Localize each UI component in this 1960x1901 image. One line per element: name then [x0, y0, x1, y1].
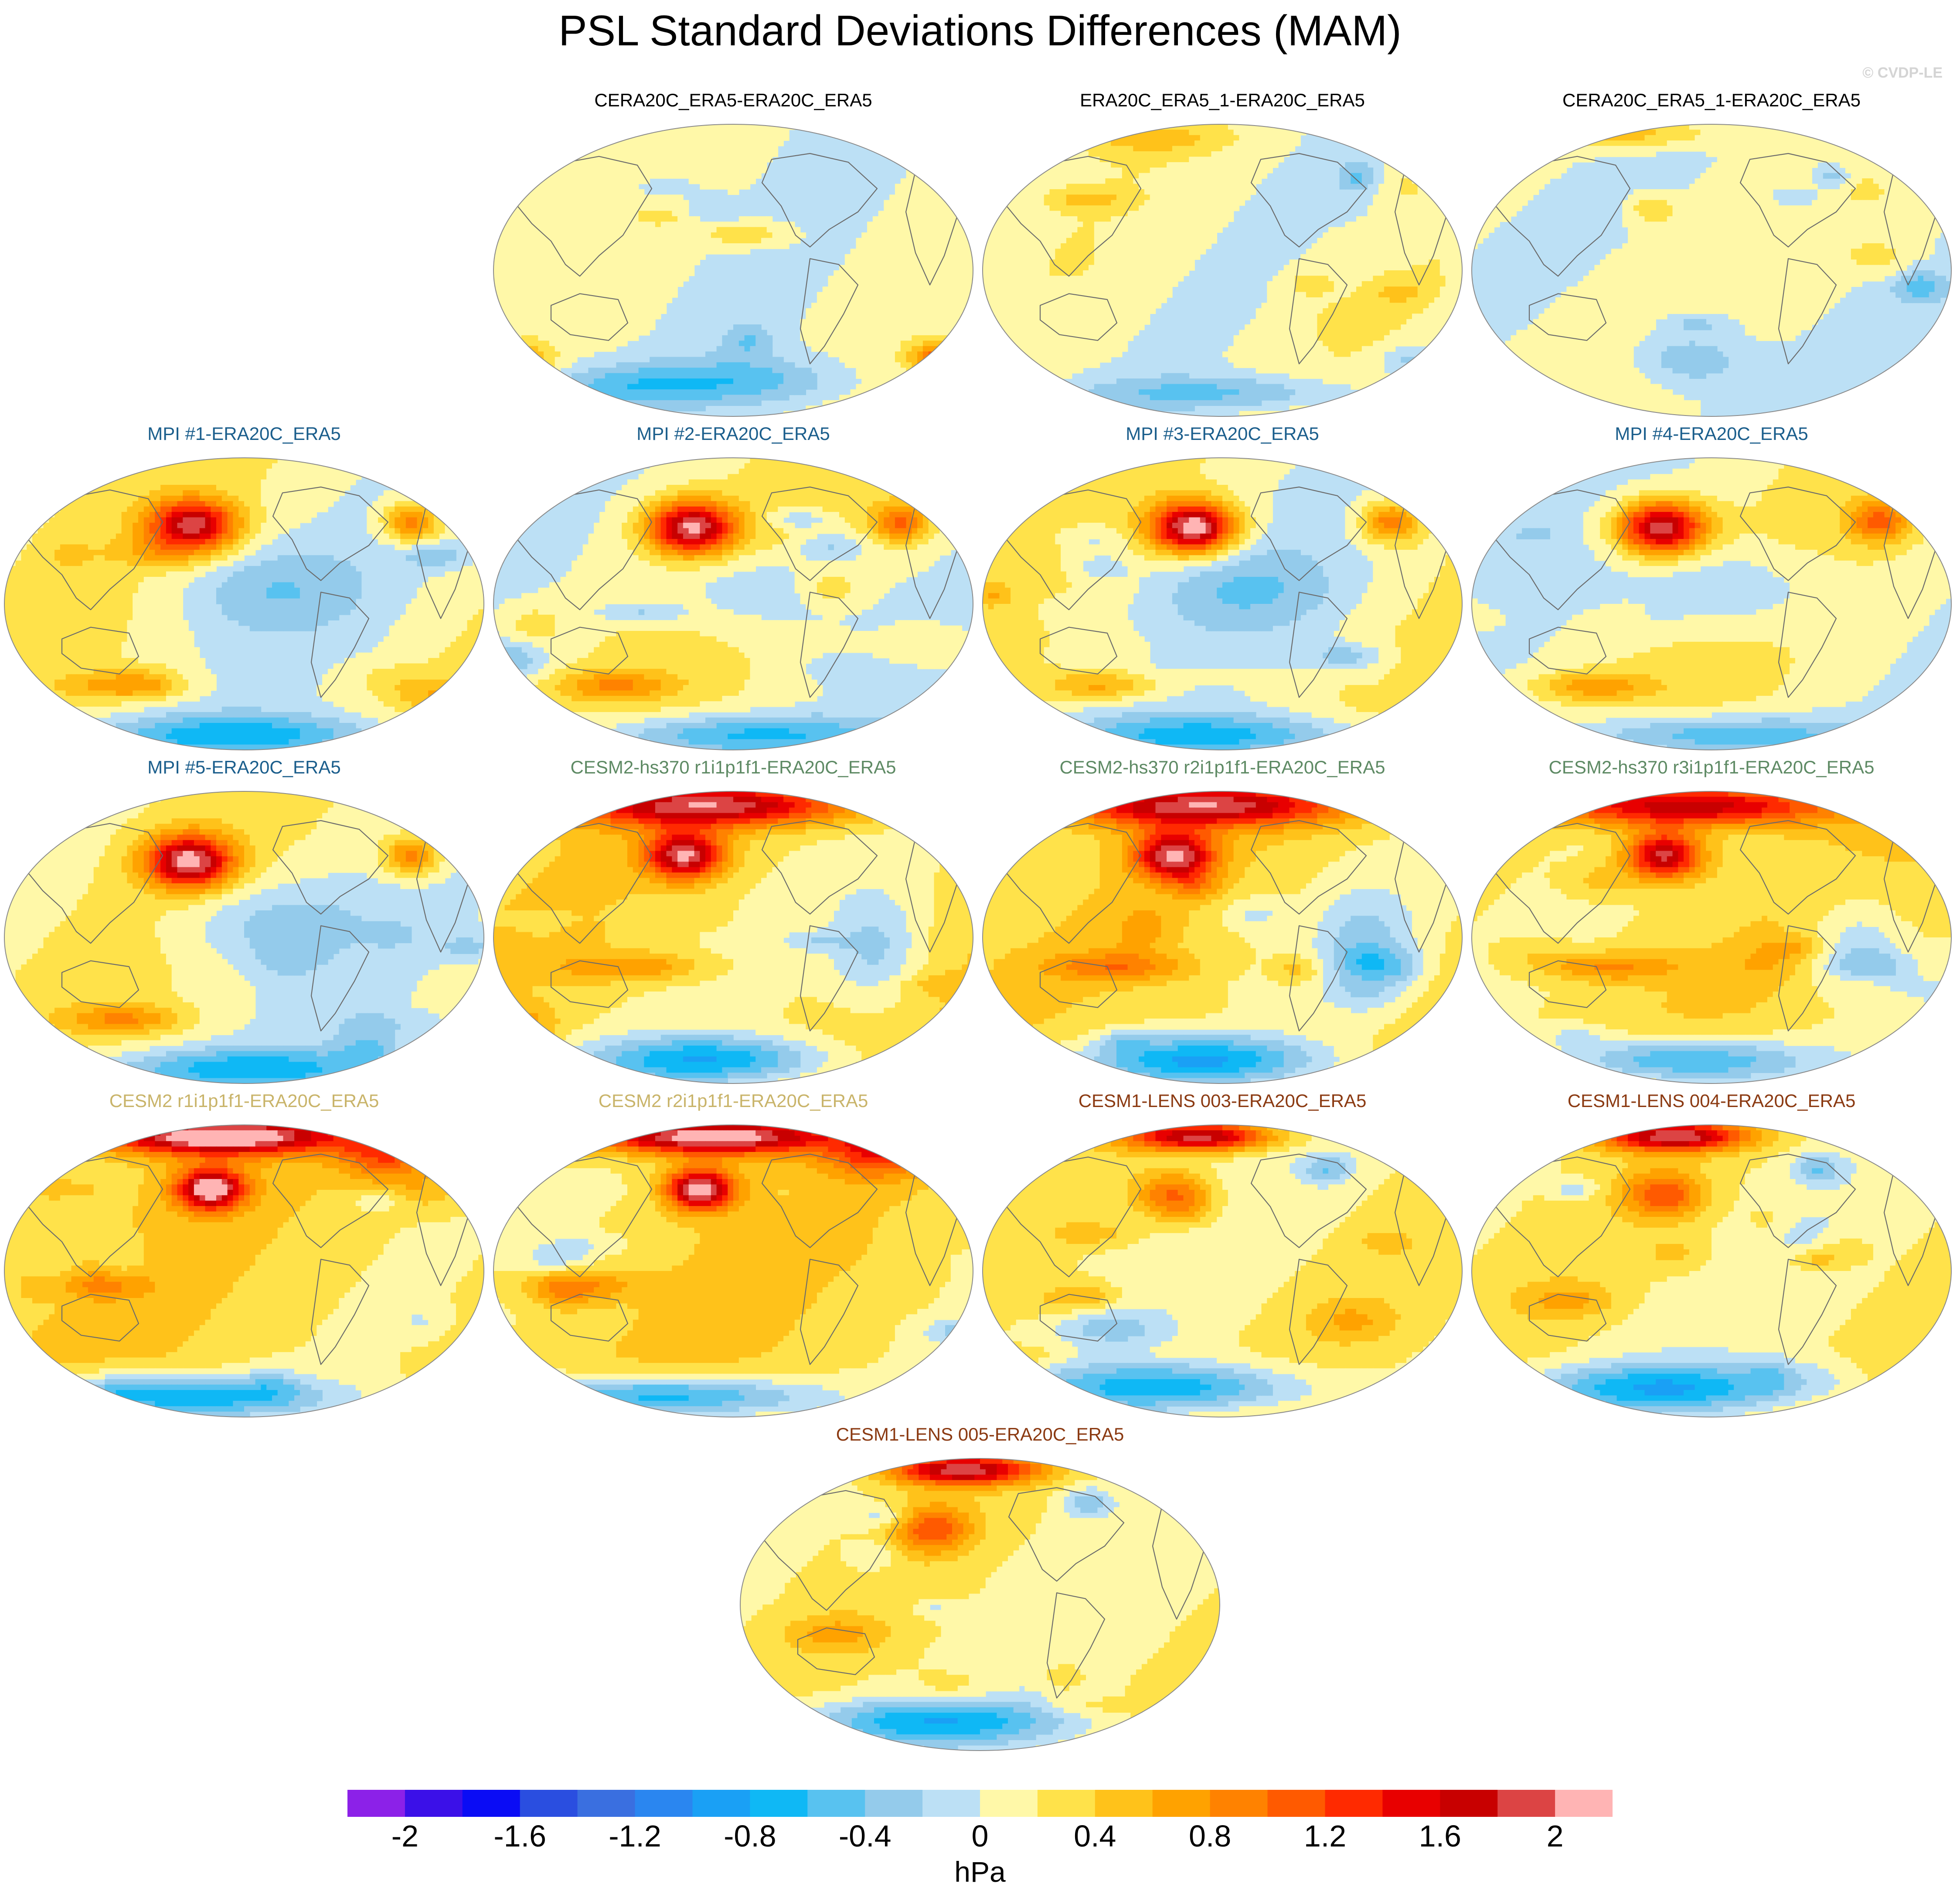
map-panel: MPI #2-ERA20C_ERA5	[489, 421, 977, 761]
map-panel: CESM1-LENS 004-ERA20C_ERA5	[1467, 1088, 1956, 1428]
panel-title: CERA20C_ERA5-ERA20C_ERA5	[489, 87, 977, 113]
map-field	[1467, 1114, 1956, 1428]
map-field	[1467, 447, 1956, 761]
map-field	[978, 447, 1467, 761]
map-field	[489, 113, 977, 427]
colorbar-swatch	[1095, 1790, 1153, 1817]
colorbar-swatch	[463, 1790, 520, 1817]
map-field	[978, 113, 1467, 427]
colorbar-tick-label: 1.2	[1304, 1819, 1346, 1853]
map-field	[0, 1114, 488, 1428]
panel-title: MPI #4-ERA20C_ERA5	[1467, 421, 1956, 447]
map-field	[978, 1114, 1467, 1428]
colorbar-swatch	[1268, 1790, 1325, 1817]
panel-title: CESM2 r1i1p1f1-ERA20C_ERA5	[0, 1088, 488, 1114]
colorbar-tick-label: 2	[1547, 1819, 1564, 1853]
colorbar-swatch	[1153, 1790, 1210, 1817]
panel-title: MPI #1-ERA20C_ERA5	[0, 421, 488, 447]
panel-title: CESM2-hs370 r1i1p1f1-ERA20C_ERA5	[489, 754, 977, 780]
map-panel: CERA20C_ERA5-ERA20C_ERA5	[489, 87, 977, 427]
colorbar-swatch	[1038, 1790, 1095, 1817]
panel-title: MPI #2-ERA20C_ERA5	[489, 421, 977, 447]
colorbar-swatch	[980, 1790, 1038, 1817]
panel-title: MPI #5-ERA20C_ERA5	[0, 754, 488, 780]
map-panel: CESM2-hs370 r3i1p1f1-ERA20C_ERA5	[1467, 754, 1956, 1094]
map-panel: CESM1-LENS 005-ERA20C_ERA5	[736, 1421, 1224, 1761]
colorbar-tick-label: 1.6	[1419, 1819, 1461, 1853]
panel-title: CESM1-LENS 003-ERA20C_ERA5	[978, 1088, 1467, 1114]
map-panel: MPI #3-ERA20C_ERA5	[978, 421, 1467, 761]
colorbar-tick-label: 0.4	[1074, 1819, 1116, 1853]
colorbar-tick-label: -1.6	[493, 1819, 546, 1853]
colorbar-swatch	[578, 1790, 635, 1817]
map-field	[489, 1114, 977, 1428]
map-field	[489, 780, 977, 1094]
colorbar-swatch	[635, 1790, 693, 1817]
colorbar-swatch	[1382, 1790, 1440, 1817]
colorbar-tick-label: -2	[391, 1819, 419, 1853]
colorbar-tick-label: -0.8	[724, 1819, 776, 1853]
map-panel: CESM1-LENS 003-ERA20C_ERA5	[978, 1088, 1467, 1428]
colorbar-swatch	[922, 1790, 980, 1817]
panel-title: CESM2-hs370 r3i1p1f1-ERA20C_ERA5	[1467, 754, 1956, 780]
map-panel: MPI #5-ERA20C_ERA5	[0, 754, 488, 1094]
panel-title: CESM2-hs370 r2i1p1f1-ERA20C_ERA5	[978, 754, 1467, 780]
panel-title: CESM1-LENS 005-ERA20C_ERA5	[736, 1421, 1224, 1448]
panel-title: CESM2 r2i1p1f1-ERA20C_ERA5	[489, 1088, 977, 1114]
panel-title: ERA20C_ERA5_1-ERA20C_ERA5	[978, 87, 1467, 113]
map-field	[1467, 780, 1956, 1094]
colorbar-swatch	[1497, 1790, 1555, 1817]
colorbar: -2 -1.6 -1.2 -0.8 -0.4 0 0.4 0.8 1.2 1.6 2	[347, 1790, 1613, 1855]
colorbar-tick-label: 0.8	[1189, 1819, 1231, 1853]
colorbar-units: hPa	[893, 1855, 1067, 1888]
map-field	[0, 780, 488, 1094]
map-panel: CESM2-hs370 r1i1p1f1-ERA20C_ERA5	[489, 754, 977, 1094]
map-field	[1467, 113, 1956, 427]
colorbar-swatch	[693, 1790, 750, 1817]
colorbar-tick-label: 0	[972, 1819, 989, 1853]
map-panel: MPI #4-ERA20C_ERA5	[1467, 421, 1956, 761]
map-panel: ERA20C_ERA5_1-ERA20C_ERA5	[978, 87, 1467, 427]
map-panel: CESM2 r2i1p1f1-ERA20C_ERA5	[489, 1088, 977, 1428]
map-field	[978, 780, 1467, 1094]
colorbar-swatch	[520, 1790, 578, 1817]
colorbar-swatch	[405, 1790, 463, 1817]
map-panel: CERA20C_ERA5_1-ERA20C_ERA5	[1467, 87, 1956, 427]
colorbar-tick-label: -0.4	[839, 1819, 892, 1853]
colorbar-swatch	[1210, 1790, 1268, 1817]
panel-title: CESM1-LENS 004-ERA20C_ERA5	[1467, 1088, 1956, 1114]
colorbar-swatch	[1440, 1790, 1497, 1817]
map-field	[0, 447, 488, 761]
colorbar-swatch	[865, 1790, 922, 1817]
map-field	[736, 1448, 1224, 1761]
colorbar-tick-label: -1.2	[609, 1819, 661, 1853]
map-panel: MPI #1-ERA20C_ERA5	[0, 421, 488, 761]
colorbar-swatch	[1555, 1790, 1613, 1817]
map-panel: CESM2 r1i1p1f1-ERA20C_ERA5	[0, 1088, 488, 1428]
map-field	[489, 447, 977, 761]
panel-title: MPI #3-ERA20C_ERA5	[978, 421, 1467, 447]
colorbar-swatch	[807, 1790, 865, 1817]
colorbar-swatch	[750, 1790, 807, 1817]
colorbar-swatch	[347, 1790, 405, 1817]
map-panel: CESM2-hs370 r2i1p1f1-ERA20C_ERA5	[978, 754, 1467, 1094]
panel-title: CERA20C_ERA5_1-ERA20C_ERA5	[1467, 87, 1956, 113]
colorbar-swatch	[1325, 1790, 1383, 1817]
